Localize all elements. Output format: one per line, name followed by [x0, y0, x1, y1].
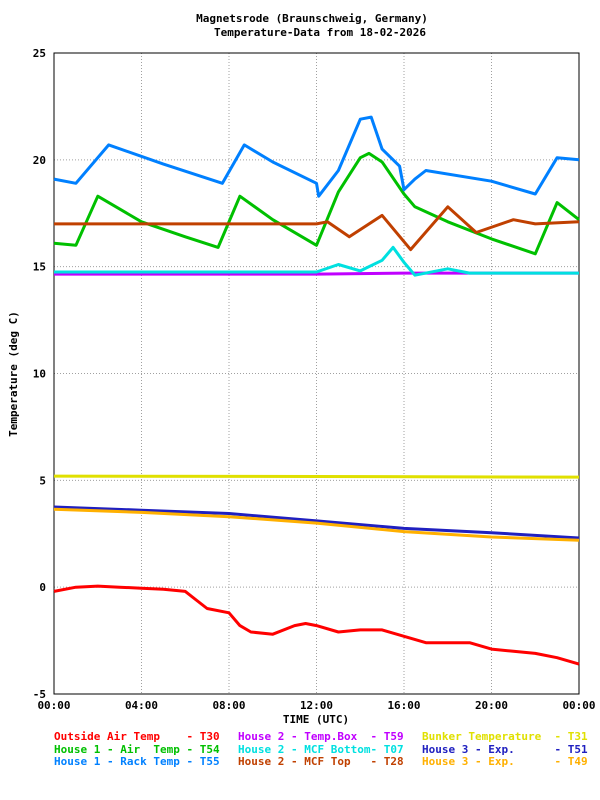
y-tick-label: 15 [33, 261, 46, 274]
legend-entry: Bunker Temperature - T31 [422, 730, 588, 743]
legend-entry: House 3 - Exp. - T51 [422, 742, 588, 756]
y-axis-label: Temperature (deg C) [7, 311, 20, 437]
x-axis-label: TIME (UTC) [283, 713, 349, 726]
x-tick-label: 12:00 [300, 699, 333, 712]
series-line-t31 [53, 474, 580, 479]
series-line-t07 [54, 245, 579, 277]
legend-entry: House 1 - Rack Temp - T55 [54, 755, 220, 768]
series-line-t55 [53, 115, 580, 198]
legend-entry: House 2 - Temp.Box - T59 [238, 730, 404, 743]
legend-entry: House 3 - Exp. - T49 [422, 755, 588, 768]
x-tick-label: 04:00 [125, 699, 158, 712]
y-tick-label: 0 [39, 581, 46, 594]
series-line-t28 [54, 205, 580, 252]
grid [54, 53, 579, 694]
y-tick-label: 25 [33, 47, 46, 60]
plot-frame [53, 52, 580, 695]
y-tick-label: -5 [33, 688, 46, 701]
y-tick-label: 5 [39, 474, 46, 487]
x-tick-label: 20:00 [475, 699, 508, 712]
y-tick-label: 20 [33, 154, 46, 167]
y-tick-label: 10 [33, 368, 46, 381]
legend-entry: House 2 - MCF Bottom- T07 [238, 742, 404, 756]
series-line-t51 [53, 505, 580, 540]
x-tick-label: 08:00 [212, 699, 245, 712]
x-tick-label: 00:00 [562, 699, 595, 712]
series-line-t30 [53, 584, 580, 666]
chart-title-line1: Magnetsrode (Braunschweig, Germany) [196, 12, 428, 25]
legend-entry: Outside Air Temp - T30 [54, 730, 220, 743]
x-tick-label: 00:00 [37, 699, 70, 712]
legend-entry: House 2 - MCF Top - T28 [238, 755, 404, 768]
legend-entry: House 1 - Air Temp - T54 [54, 742, 220, 756]
x-tick-label: 16:00 [387, 699, 420, 712]
series-line-t49 [53, 507, 580, 542]
chart-title-line2: Temperature-Data from 18-02-2026 [214, 26, 426, 39]
